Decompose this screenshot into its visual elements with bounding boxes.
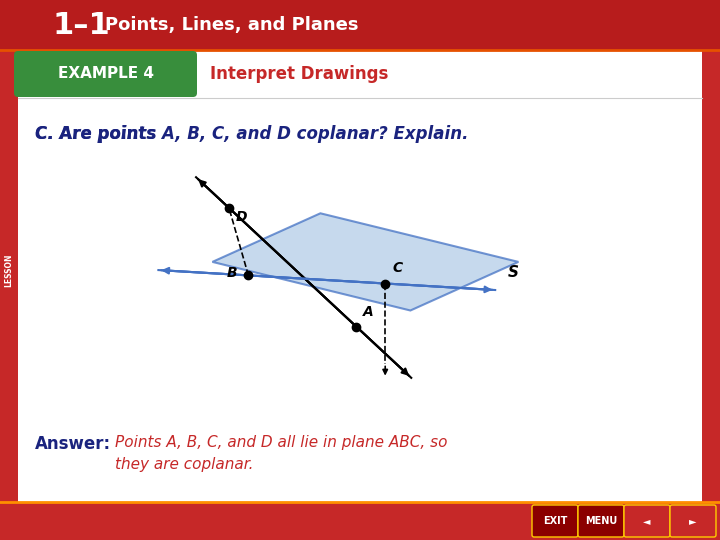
Text: Points, Lines, and Planes: Points, Lines, and Planes [105, 16, 359, 34]
Text: Interpret Drawings: Interpret Drawings [210, 65, 388, 83]
FancyBboxPatch shape [14, 51, 197, 97]
FancyBboxPatch shape [532, 505, 578, 537]
Text: C: C [392, 261, 402, 275]
Polygon shape [212, 213, 518, 310]
Bar [0, 502, 720, 540]
Text: A: A [364, 305, 374, 319]
FancyBboxPatch shape [578, 505, 624, 537]
Text: B: B [226, 266, 237, 280]
Text: ◄: ◄ [643, 516, 651, 526]
Text: they are coplanar.: they are coplanar. [115, 457, 253, 472]
Text: LESSON: LESSON [4, 253, 14, 287]
Bar [0, 50, 18, 502]
Text: S: S [508, 265, 518, 280]
Text: 1–1: 1–1 [52, 10, 109, 39]
Text: Answer:: Answer: [35, 435, 111, 453]
Text: Points A, B, C, and D all lie in plane ABC, so: Points A, B, C, and D all lie in plane A… [115, 435, 448, 450]
FancyBboxPatch shape [624, 505, 670, 537]
Text: EXIT: EXIT [543, 516, 567, 526]
Text: C. Are points A, B, C, and D coplanar? Explain.: C. Are points A, B, C, and D coplanar? E… [35, 125, 469, 143]
Bar [18, 50, 702, 502]
FancyBboxPatch shape [670, 505, 716, 537]
Text: EXAMPLE 4: EXAMPLE 4 [58, 66, 153, 82]
Text: ►: ► [689, 516, 697, 526]
Text: D: D [236, 210, 248, 224]
Text: C. Are points: C. Are points [35, 125, 162, 143]
Bar [702, 50, 720, 502]
Text: MENU: MENU [585, 516, 617, 526]
Bar [0, 0, 720, 50]
